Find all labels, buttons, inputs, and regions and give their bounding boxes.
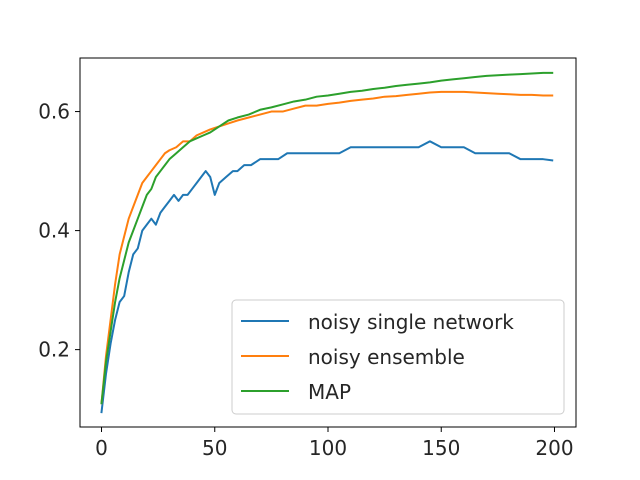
y-tick-label: 0.2 [38,338,70,362]
x-tick-label: 0 [95,436,108,460]
series-line-noisy-ensemble [100,90,554,405]
series-line-noisy-single-network [100,140,554,414]
x-tick-label: 200 [535,436,573,460]
y-tick-label: 0.4 [38,219,70,243]
series-line-map [100,71,554,405]
legend-label-map: MAP [308,380,351,404]
y-axis-ticks: 0.2 0.4 0.6 [38,100,80,362]
series-layer [100,71,554,414]
legend-label-noisy-single-network: noisy single network [308,310,514,334]
x-tick-label: 50 [202,436,227,460]
x-tick-label: 150 [422,436,460,460]
legend-label-noisy-ensemble: noisy ensemble [308,345,465,369]
x-tick-label: 100 [309,436,347,460]
legend: noisy single network noisy ensemble MAP [231,299,565,415]
legend-frame [231,299,565,415]
x-axis-ticks: 0 50 100 150 200 [95,427,574,460]
y-tick-label: 0.6 [38,100,70,124]
